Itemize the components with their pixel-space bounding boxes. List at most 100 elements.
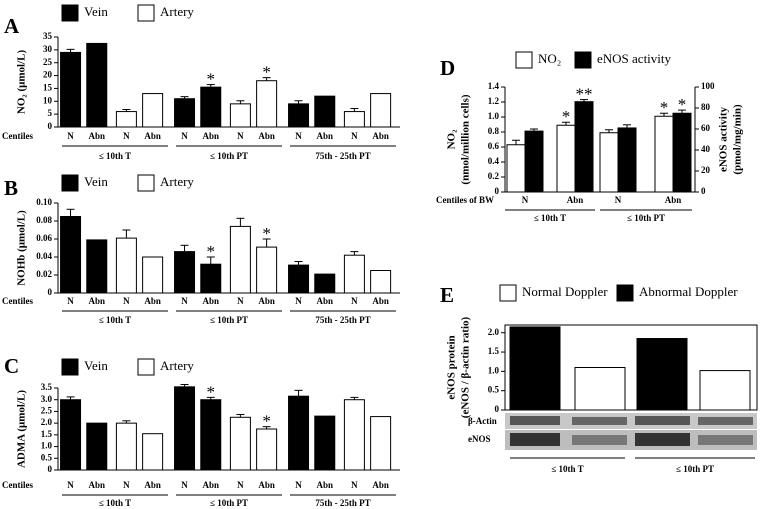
bar	[556, 124, 576, 193]
bar	[115, 111, 137, 128]
bar	[256, 428, 278, 471]
tick-label: 0.6	[488, 141, 500, 151]
x-tick-label: N	[181, 480, 188, 490]
axis-label: (eNOS / β-actin ratio)	[460, 316, 472, 418]
tick-label: 2.5	[41, 405, 53, 415]
tick-label: 35	[43, 31, 53, 41]
row-label: Centiles	[2, 296, 33, 306]
bar	[524, 130, 544, 193]
x-tick-label: Abn	[203, 131, 220, 141]
significance-star: *	[262, 224, 271, 243]
tick-label: 40	[701, 144, 711, 154]
significance-star: *	[678, 95, 687, 114]
tick-label: 1.5	[488, 346, 500, 356]
bar	[343, 254, 365, 294]
tick-label: 20	[701, 165, 711, 175]
tick-label: 25	[43, 57, 53, 67]
legend-swatch	[137, 174, 155, 192]
x-tick-label: N	[237, 296, 244, 306]
x-tick-label: Abn	[144, 480, 161, 490]
legend-swatch	[61, 174, 79, 192]
bar	[288, 395, 310, 471]
blot-band	[510, 416, 560, 425]
legend-swatch	[137, 358, 155, 376]
bar	[200, 263, 222, 294]
bar	[229, 416, 251, 471]
tick-label: 100	[701, 81, 715, 91]
tick-label: 1.0	[488, 365, 500, 375]
bar	[636, 338, 688, 411]
group-label: ≤ 10th PT	[676, 464, 714, 474]
blot-row	[505, 430, 757, 450]
blot-label: β-Actin	[468, 416, 497, 426]
significance-star: *	[660, 98, 669, 117]
x-tick-label: N	[123, 296, 130, 306]
tick-label: 0.02	[36, 269, 52, 279]
blot-band	[635, 416, 690, 425]
bar	[574, 101, 594, 193]
tick-label: 80	[701, 102, 711, 112]
x-tick-label: N	[67, 480, 74, 490]
bar	[617, 127, 637, 193]
bar	[574, 367, 626, 411]
plot-frame	[504, 324, 758, 411]
x-tick-label: Abn	[203, 480, 220, 490]
bar	[60, 216, 82, 294]
legend-swatch	[61, 358, 79, 376]
x-tick-label: Abn	[144, 131, 161, 141]
legend-swatch	[499, 284, 517, 302]
bar	[142, 93, 164, 128]
legend-swatch	[61, 4, 79, 22]
bar	[256, 246, 278, 294]
bar	[256, 80, 278, 128]
blot-band	[510, 433, 560, 446]
bar	[174, 98, 196, 128]
x-tick-label: N	[522, 195, 529, 205]
bar	[174, 386, 196, 471]
bar	[314, 415, 336, 471]
significance-star: *	[262, 63, 271, 82]
tick-label: 0	[495, 404, 500, 414]
tick-label: 0.04	[36, 251, 52, 261]
blot-band	[572, 417, 627, 425]
tick-label: 1.5	[41, 429, 53, 439]
tick-label: 0.5	[41, 452, 53, 462]
axis-label: NO₂ (μmol/L)	[16, 50, 28, 115]
axis-label: (nmol/million cells)	[460, 94, 472, 184]
tick-label: 0.08	[36, 215, 52, 225]
bar	[142, 433, 164, 471]
tick-label: 3.5	[41, 382, 53, 392]
tick-label: 0.10	[36, 197, 52, 207]
tick-label: 10	[43, 95, 53, 105]
tick-label: 1.0	[488, 111, 500, 121]
tick-label: 0	[701, 186, 706, 196]
legend-label: NO₂	[538, 51, 561, 66]
x-tick-label: Abn	[317, 131, 334, 141]
axis-label: NO₂	[446, 129, 458, 150]
blot-band	[698, 417, 753, 425]
blot-row	[505, 413, 757, 429]
x-tick-label: N	[181, 131, 188, 141]
x-tick-label: Abn	[144, 296, 161, 306]
group-label: ≤ 10th PT	[210, 498, 248, 508]
group-label: ≤ 10th T	[99, 498, 131, 508]
bar	[86, 422, 108, 471]
row-label: Centiles	[2, 480, 33, 490]
tick-label: 0	[48, 121, 53, 131]
group-label: ≤ 10th T	[551, 464, 583, 474]
x-tick-label: N	[351, 480, 358, 490]
blot-band	[698, 435, 753, 445]
legend-label: Artery	[160, 174, 194, 189]
tick-label: 0.5	[488, 385, 500, 395]
bar	[509, 326, 561, 411]
group-label: ≤ 10th PT	[210, 315, 248, 325]
axis-label: NOHb (μmol/L)	[16, 210, 28, 286]
tick-label: 3.0	[41, 394, 53, 404]
x-tick-label: Abn	[89, 480, 106, 490]
legend-label: eNOS activity	[597, 51, 672, 66]
group-label: 75th - 25th PT	[315, 498, 370, 508]
bar	[229, 103, 251, 128]
x-tick-label: N	[295, 131, 302, 141]
x-tick-label: N	[615, 195, 622, 205]
x-tick-label: Abn	[665, 195, 682, 205]
